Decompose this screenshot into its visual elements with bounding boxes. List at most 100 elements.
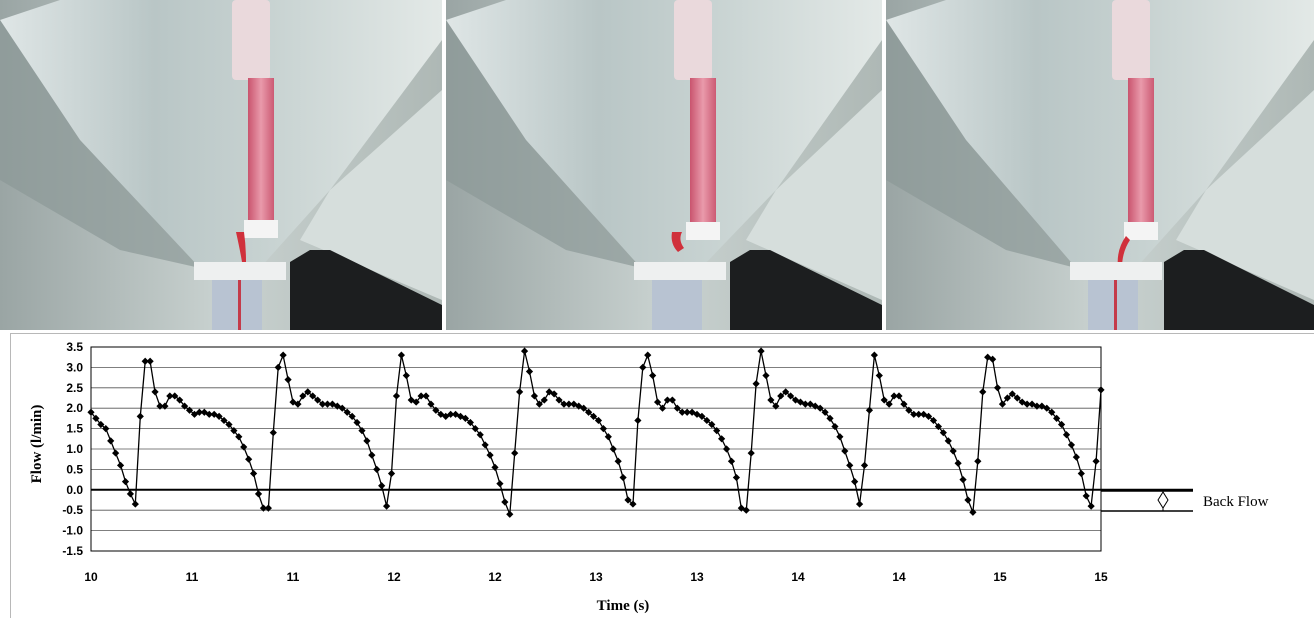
data-point-marker xyxy=(841,447,849,455)
data-point-marker xyxy=(688,408,696,416)
data-point-marker xyxy=(422,392,430,400)
data-point-marker xyxy=(964,496,972,504)
photo-frame-2 xyxy=(446,0,882,330)
data-point-marker xyxy=(284,376,292,384)
data-point-marker xyxy=(860,461,869,469)
data-point-marker xyxy=(762,371,770,380)
data-point-marker xyxy=(427,400,435,408)
data-point-marker xyxy=(240,443,248,451)
data-point-marker xyxy=(151,388,159,396)
data-point-marker xyxy=(368,451,376,459)
x-axis-title: Time (s) xyxy=(597,598,650,614)
data-point-marker xyxy=(161,402,169,410)
data-point-marker xyxy=(481,441,489,449)
data-point-marker xyxy=(855,500,864,508)
data-point-marker xyxy=(782,388,790,396)
data-point-marker xyxy=(915,410,923,418)
data-point-marker xyxy=(447,410,455,418)
data-point-marker xyxy=(846,461,854,469)
data-point-marker xyxy=(619,473,627,482)
data-point-marker xyxy=(821,408,829,416)
data-point-marker xyxy=(732,473,741,482)
y-tick-label: 0.0 xyxy=(66,483,83,497)
data-point-marker xyxy=(318,400,327,408)
flow-series-markers xyxy=(87,347,1105,518)
x-tick-label: 10 xyxy=(84,570,98,584)
data-point-marker xyxy=(974,457,982,465)
data-point-marker xyxy=(383,502,391,510)
data-point-marker xyxy=(373,465,381,473)
data-point-marker xyxy=(1053,414,1061,422)
data-point-marker xyxy=(599,425,607,433)
data-point-marker xyxy=(545,388,553,396)
x-tick-label: 14 xyxy=(791,570,805,584)
back-flow-label: Back Flow xyxy=(1203,494,1269,510)
data-point-marker xyxy=(126,490,135,498)
data-point-marker xyxy=(136,412,144,420)
data-point-marker xyxy=(328,400,337,408)
data-point-marker xyxy=(609,445,617,453)
data-point-marker xyxy=(718,435,726,443)
back-flow-arrow-icon xyxy=(1157,491,1169,509)
data-point-marker xyxy=(506,510,514,518)
data-point-marker xyxy=(363,437,371,445)
data-point-marker xyxy=(885,400,893,408)
data-point-marker xyxy=(905,406,913,414)
x-tick-label: 13 xyxy=(589,570,603,584)
data-point-marker xyxy=(112,449,120,457)
data-point-marker xyxy=(604,433,612,441)
data-point-marker xyxy=(87,408,95,416)
y-tick-label: -0.5 xyxy=(62,503,83,517)
y-tick-label: 1.0 xyxy=(66,442,83,456)
data-point-marker xyxy=(1072,453,1080,461)
data-point-marker xyxy=(516,388,524,396)
data-point-marker xyxy=(121,478,130,486)
data-point-marker xyxy=(1003,394,1011,402)
data-point-marker xyxy=(304,388,312,396)
data-point-marker xyxy=(634,416,642,425)
data-point-marker xyxy=(397,351,405,359)
data-point-marker xyxy=(668,396,676,404)
data-point-marker xyxy=(703,416,711,425)
data-point-marker xyxy=(1087,502,1095,510)
data-point-marker xyxy=(530,392,539,400)
x-tick-label: 12 xyxy=(488,570,502,584)
data-point-marker xyxy=(1067,441,1076,449)
data-point-marker xyxy=(959,476,967,484)
x-tick-label: 15 xyxy=(993,570,1007,584)
data-point-marker xyxy=(378,482,386,490)
data-point-marker xyxy=(727,457,736,465)
data-point-marker xyxy=(402,371,410,380)
plot-frame xyxy=(90,346,1102,552)
data-point-marker xyxy=(895,392,903,400)
data-point-marker xyxy=(486,451,494,459)
data-point-marker xyxy=(274,363,282,371)
x-tick-labels: 10 11 11 12 12 13 13 14 14 15 15 xyxy=(84,570,1108,584)
x-tick-label: 11 xyxy=(287,570,300,584)
data-point-marker xyxy=(432,406,440,414)
data-point-marker xyxy=(560,400,568,408)
data-point-marker xyxy=(249,469,258,478)
data-point-marker xyxy=(649,371,657,380)
data-point-marker xyxy=(969,508,977,516)
data-point-marker xyxy=(220,416,228,425)
data-point-marker xyxy=(520,347,529,355)
data-point-marker xyxy=(870,351,878,359)
data-point-marker xyxy=(392,392,401,400)
data-point-marker xyxy=(851,478,859,486)
data-point-marker xyxy=(1062,431,1071,439)
data-point-marker xyxy=(836,433,844,441)
y-tick-label: -1.0 xyxy=(62,524,83,538)
data-point-marker xyxy=(639,363,647,371)
data-point-marker xyxy=(1082,492,1090,500)
data-point-marker xyxy=(269,429,277,437)
data-point-marker xyxy=(131,500,139,508)
data-point-marker xyxy=(644,351,652,359)
data-point-marker xyxy=(949,447,957,455)
data-point-marker xyxy=(678,408,686,416)
data-point-marker xyxy=(934,422,943,431)
y-tick-labels: 3.5 3.0 2.5 2.0 1.5 1.0 0.5 0.0 -0.5 -1.0 -1.5 xyxy=(62,340,83,558)
data-point-marker xyxy=(954,459,962,467)
data-point-marker xyxy=(1023,400,1031,408)
data-point-marker xyxy=(998,400,1007,408)
